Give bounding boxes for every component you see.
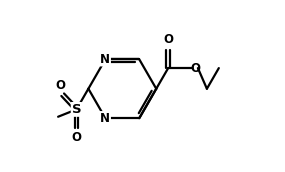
Text: N: N [100,53,110,66]
Text: O: O [55,79,65,92]
Text: O: O [72,131,82,144]
Text: O: O [163,33,173,46]
Text: O: O [190,62,200,75]
Text: S: S [72,103,81,116]
Text: N: N [100,112,110,125]
